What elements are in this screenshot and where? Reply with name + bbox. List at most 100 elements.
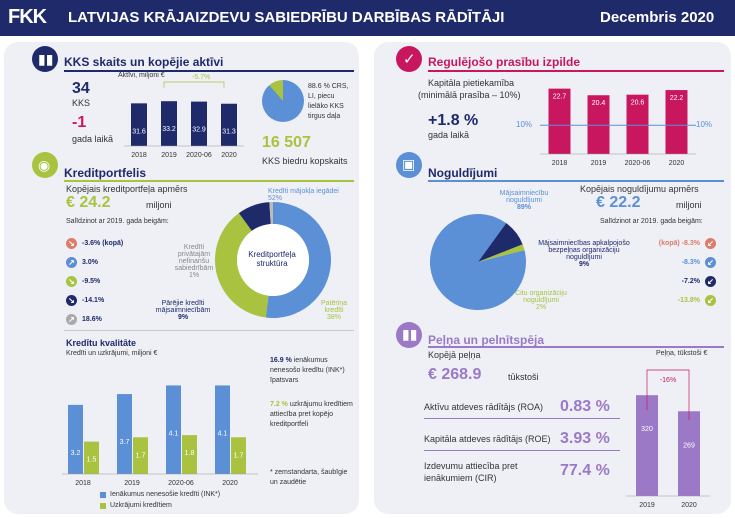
change-arrow-icon: ↗ [66, 314, 77, 325]
reg-change-label: gada laikā [428, 130, 470, 140]
bar [665, 90, 688, 154]
roa-value: 0.83 % [560, 398, 610, 415]
deposit-change-item: -7.2% ↙ [636, 272, 716, 291]
deposits-total-label: Kopējais noguldījumu apmērs [580, 184, 699, 194]
bar-value-label: 22.7 [553, 94, 567, 101]
reg-line-label-left: 10% [516, 120, 533, 129]
reg-capital-label: Kapitāla pietiekamība [428, 78, 515, 88]
x-tick-label: 2020 [681, 502, 697, 509]
bar-value-label: 20.4 [592, 100, 606, 107]
dep-households-name: Mājsaimniecību noguldījumi [499, 190, 549, 204]
bar-value-label: 1.7 [234, 452, 244, 459]
quality-footnote: * zemstandarta, šaubīgie un zaudētie [270, 469, 348, 486]
donut-seg-consumer [215, 213, 269, 318]
bar [166, 385, 181, 474]
wallet-icon [396, 152, 422, 178]
change-value: 18.6% [82, 316, 102, 323]
bar [636, 395, 658, 496]
quality-title: Kredītu kvalitāte [66, 338, 137, 348]
x-tick-label: 2019 [639, 502, 655, 509]
dep-households-pct: 89% [516, 204, 531, 211]
donut-seg-other [238, 202, 271, 231]
donut-seg-private [269, 202, 273, 225]
market-share-pie [262, 80, 304, 122]
market-share-text: 88.6 % CRS, LI, piecu lielāko KKS tirgus… [308, 83, 349, 120]
kks-count: 34 [72, 80, 90, 97]
change-value: -8.3% [681, 259, 700, 266]
change-arrow-icon: ↘ [66, 295, 77, 306]
donut-center-text: Kreditportfeļa struktūra [248, 250, 296, 268]
reg-line-label-right: 10% [696, 120, 713, 129]
profit-unit: tūkstoši [508, 372, 539, 382]
change-arrow-icon: ↙ [705, 295, 716, 306]
dep-nonprofit-pct: 9% [578, 261, 590, 268]
seg-other-label: Pārējie kredīti mājsaimniecībām 9% [152, 300, 214, 321]
capital-chart: 22.7 2018 20.4 2019 20.6 2020-06 22.2 2020 [540, 88, 696, 167]
dep-other-pct: 2% [535, 304, 547, 311]
profit-total: € 268.9 [428, 366, 482, 383]
change-arrow-icon: ↘ [66, 238, 77, 249]
coins-glyph: ◉ [38, 157, 51, 173]
deposits-changes: (kopā) -8.3% ↙ -8.3% ↙ -7.2% ↙ -13.8% ↙ [636, 234, 716, 310]
profit-chart: 320 2019 269 2020 -16% [626, 369, 710, 509]
bar-value-label: 269 [683, 442, 695, 449]
bar [84, 441, 99, 474]
wallet-glyph: ▣ [402, 156, 416, 172]
change-arrow-icon: ↙ [705, 276, 716, 287]
assets-chart: 31.6 2018 33.2 2019 32.9 2020-06 31.3 2020 [124, 81, 244, 159]
seg-consumer-name: Patēriņa kredīti [320, 300, 348, 314]
bar-value-label: 1.8 [185, 450, 195, 457]
seg-private-label: Kredīti privātajām nefinanšu sabiedrībām… [168, 244, 220, 279]
credit-underline [64, 180, 354, 182]
credit-change-item: ↗ 3.0% [66, 253, 123, 272]
roa-divider [424, 418, 620, 419]
credit-change-item: ↘ -3.6% (kopā) [66, 234, 123, 253]
bar-value-label: 20.6 [631, 100, 645, 107]
bar-value-label: 3.2 [71, 450, 81, 457]
bar [587, 95, 610, 154]
legend-ink: Ienākumus nenesošie kredīti (INK*) [110, 491, 221, 498]
chart-icon [32, 46, 58, 72]
chart-glyph: ▮▮ [38, 51, 54, 67]
logo: FKK [8, 6, 47, 28]
credit-compare: Salīdzinot ar 2019. gada beigām: [66, 218, 169, 225]
credit-change-item: ↘ -14.1% [66, 291, 123, 310]
bar-value-label: 1.7 [136, 452, 146, 459]
change-value: -13.8% [677, 297, 700, 304]
legend-prov: Uzkrājumi kredītiem [110, 502, 172, 509]
credit-total: € 24.2 [66, 194, 111, 211]
kks-change-label: gada laikā [72, 134, 114, 144]
profit-underline [428, 346, 724, 348]
reg-capital-sub: (minimālā prasība – 10%) [418, 90, 521, 100]
reg-title: Regulējošo prasību izpilde [428, 55, 581, 69]
roe-divider [424, 450, 620, 451]
reg-change: +1.8 % [428, 112, 479, 129]
bar [117, 394, 132, 474]
bar-value-label: 31.3 [222, 129, 236, 136]
deposits-unit: miljoni [676, 200, 702, 210]
seg-consumer-pct: 38% [326, 314, 341, 321]
bar-value-label: 4.1 [169, 430, 179, 437]
seg-other-pct: 9% [177, 314, 189, 321]
assets-change: -5.7% [192, 74, 211, 81]
cir-value: 77.4 % [560, 462, 610, 479]
bar-value-label: 31.6 [132, 128, 146, 135]
deposits-title: Noguldījumi [428, 166, 498, 180]
assets-label: Aktīvi, miljoni € [118, 72, 165, 79]
profit-total-label: Kopējā peļņa [428, 350, 481, 360]
seg-private-pct: 1% [188, 272, 200, 279]
kks-count-label: KKS [72, 98, 91, 108]
dep-seg-other: Citu organizāciju noguldījumi 2% [510, 290, 572, 311]
page-title: LATVIJAS KRĀJAIZDEVU SABIEDRĪBU DARBĪBAS… [68, 9, 505, 26]
change-value: -14.1% [82, 297, 105, 304]
change-arrow-icon: ↙ [705, 257, 716, 268]
bar [231, 437, 246, 474]
check-icon [396, 46, 422, 72]
pie-seg-nonprofit [478, 223, 523, 262]
profit-glyph: ▮▮ [402, 326, 418, 342]
credit-title: Kreditportfelis [64, 166, 147, 180]
bar [626, 94, 649, 154]
x-tick-label: 2020-06 [168, 480, 194, 487]
change-value: -9.5% [82, 278, 101, 285]
x-tick-label: 2020-06 [625, 160, 651, 167]
